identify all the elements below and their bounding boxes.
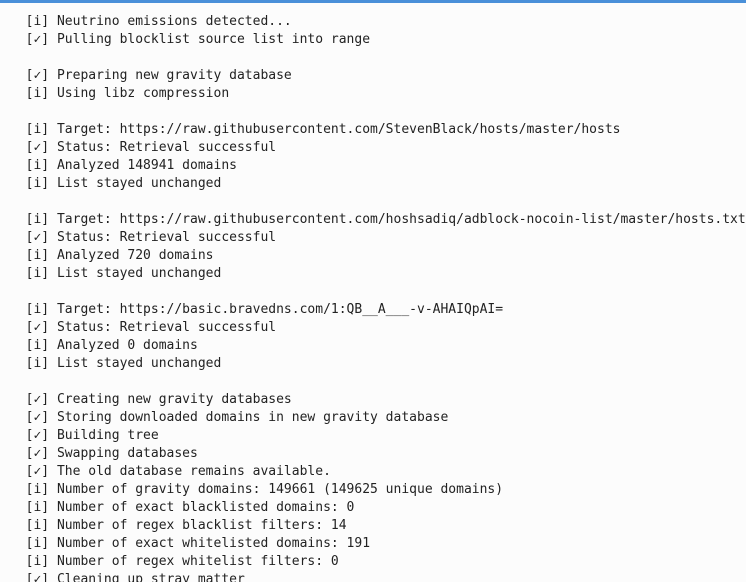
log-line: [i] Analyzed 0 domains [10,337,746,355]
log-line: [i] Target: https://basic.bravedns.com/1… [10,301,746,319]
log-line: [✓] Pulling blocklist source list into r… [10,31,746,49]
log-line: [i] Number of regex blacklist filters: 1… [10,517,746,535]
log-line: [i] Number of exact whitelisted domains:… [10,535,746,553]
log-line: [i] Target: https://raw.githubuserconten… [10,211,746,229]
log-line: [i] List stayed unchanged [10,265,746,283]
log-line: [i] Using libz compression [10,85,746,103]
log-line [10,49,746,67]
log-line: [i] Analyzed 720 domains [10,247,746,265]
log-line [10,103,746,121]
log-line: [i] Neutrino emissions detected... [10,13,746,31]
log-line: [✓] Preparing new gravity database [10,67,746,85]
log-line: [✓] The old database remains available. [10,463,746,481]
log-line: [✓] Status: Retrieval successful [10,139,746,157]
terminal-window: [i] Neutrino emissions detected... [✓] P… [0,0,746,582]
log-line [10,373,746,391]
log-line: [✓] Status: Retrieval successful [10,319,746,337]
log-line: [i] List stayed unchanged [10,355,746,373]
log-line [10,283,746,301]
log-line: [i] Number of gravity domains: 149661 (1… [10,481,746,499]
log-line: [i] Target: https://raw.githubuserconten… [10,121,746,139]
log-line: [✓] Storing downloaded domains in new gr… [10,409,746,427]
log-line: [i] Number of regex whitelist filters: 0 [10,553,746,571]
log-line: [i] Number of exact blacklisted domains:… [10,499,746,517]
log-line: [✓] Swapping databases [10,445,746,463]
log-line: [✓] Cleaning up stray matter [10,571,746,582]
terminal-output[interactable]: [i] Neutrino emissions detected... [✓] P… [0,3,746,582]
log-line: [i] Analyzed 148941 domains [10,157,746,175]
log-line: [✓] Creating new gravity databases [10,391,746,409]
log-line: [✓] Building tree [10,427,746,445]
log-line: [i] List stayed unchanged [10,175,746,193]
log-line [10,193,746,211]
log-line: [✓] Status: Retrieval successful [10,229,746,247]
